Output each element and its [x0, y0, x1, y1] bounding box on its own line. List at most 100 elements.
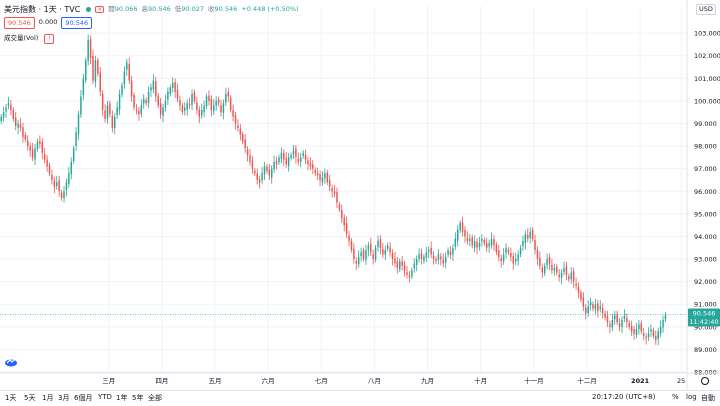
y-tick-label: 97.000 [694, 165, 717, 173]
candle-body [548, 257, 551, 264]
y-tick-label: 92.000 [694, 278, 717, 286]
range-ytd[interactable]: YTD [98, 393, 112, 401]
candle-body [616, 313, 618, 323]
sell-price-box[interactable]: 90.546 [4, 16, 35, 29]
candle-body [299, 157, 302, 162]
candle-body [650, 329, 652, 332]
x-tick-label: 2021 [631, 377, 650, 385]
hide-icon[interactable]: × [95, 6, 105, 13]
candle-body [589, 301, 592, 306]
candle-body [391, 252, 394, 260]
volume-label: 成交量(Vol) [4, 34, 39, 42]
candle-body [449, 251, 452, 255]
candle-body [495, 244, 498, 253]
candle-body [0, 116, 2, 122]
log-toggle[interactable]: log [686, 393, 697, 401]
candle-body [536, 250, 539, 260]
candle-body [662, 320, 664, 328]
range-3m[interactable]: 3月 [58, 394, 70, 402]
candle-body [273, 161, 275, 170]
candle-body [106, 105, 109, 119]
candle-body [611, 320, 614, 328]
candle-body [304, 154, 307, 160]
range-1y[interactable]: 1年 [116, 394, 128, 402]
candle-body [244, 139, 246, 149]
candle-body [357, 256, 360, 265]
ohlc-high: 高90.546 [141, 5, 171, 13]
candle-body [316, 173, 319, 176]
candle-body [430, 247, 432, 255]
candle-body [362, 250, 365, 260]
candle-body [519, 247, 522, 255]
range-1d[interactable]: 1天 [5, 394, 17, 402]
range-6m[interactable]: 6個月 [74, 394, 93, 402]
symbol-title[interactable]: 美元指數 · 1天 · TVC [4, 5, 81, 14]
ohlc-open: 開90.066 [108, 5, 138, 13]
x-tick-label: 七月 [315, 376, 328, 385]
candle-body [336, 192, 338, 203]
candle-body [121, 85, 123, 95]
percent-toggle[interactable]: % [672, 393, 679, 401]
candle-body [227, 92, 230, 97]
candle-body [46, 159, 48, 167]
candle-body [5, 107, 7, 112]
candle-body [7, 103, 10, 106]
buy-price-box[interactable]: 90.546 [61, 16, 93, 29]
candle-body [623, 315, 626, 319]
range-5y[interactable]: 5年 [132, 394, 144, 402]
candle-body [36, 141, 39, 150]
y-tick-label: 93.000 [694, 256, 717, 264]
range-all[interactable]: 全部 [148, 394, 162, 402]
volume-indicator[interactable]: 成交量(Vol) ! [4, 33, 299, 44]
auto-toggle[interactable]: 自動 [701, 394, 715, 402]
candle-body [17, 123, 19, 128]
clock[interactable]: 20:17:20 (UTC+8) [592, 393, 656, 401]
candle-body [60, 192, 63, 199]
tradingview-logo-icon[interactable] [4, 357, 18, 367]
candle-body [485, 243, 488, 248]
y-tick-label: 96.000 [694, 188, 717, 196]
y-tick-label: 103.000 [694, 30, 720, 38]
candle-body [461, 222, 464, 232]
volume-warning-icon[interactable]: ! [44, 34, 55, 44]
ohlc-low: 低90.027 [174, 5, 205, 13]
candle-body [159, 103, 162, 115]
candle-body [524, 234, 527, 243]
currency-label[interactable]: USD [696, 4, 716, 15]
range-5d[interactable]: 5天 [24, 394, 36, 402]
candle-body [517, 254, 519, 261]
candle-body [41, 141, 44, 153]
candle-body [481, 238, 483, 242]
y-tick-label: 94.000 [694, 233, 717, 241]
candle-body [490, 238, 493, 246]
candle-body [242, 134, 244, 142]
x-tick-label: 十二月 [577, 376, 597, 385]
y-tick-label: 89.000 [694, 346, 717, 354]
candle-body [68, 173, 70, 185]
candle-body [420, 253, 423, 260]
candle-body [440, 256, 442, 260]
candle-body [618, 323, 621, 327]
candle-body [63, 191, 65, 199]
candle-body [126, 62, 128, 70]
candle-body [19, 124, 22, 128]
candle-body [396, 261, 399, 269]
candle-body [345, 223, 348, 235]
candle-body [531, 229, 534, 239]
candle-body [167, 91, 169, 100]
ohlc-change: +0.448 (+0.50%) [241, 5, 299, 13]
candle-body [275, 161, 278, 165]
range-1m[interactable]: 1月 [42, 394, 54, 402]
settings-gear-icon[interactable] [701, 377, 709, 385]
candle-body [171, 82, 174, 89]
candle-body [563, 268, 565, 272]
y-tick-label: 95.000 [694, 210, 717, 218]
price-badge-value: 90.546 [693, 309, 716, 317]
candle-body [585, 307, 587, 314]
candle-body [324, 173, 326, 179]
candle-body [283, 152, 285, 160]
x-tick-label: 三月 [102, 377, 115, 385]
candle-body [493, 239, 495, 246]
candle-body [249, 155, 251, 162]
